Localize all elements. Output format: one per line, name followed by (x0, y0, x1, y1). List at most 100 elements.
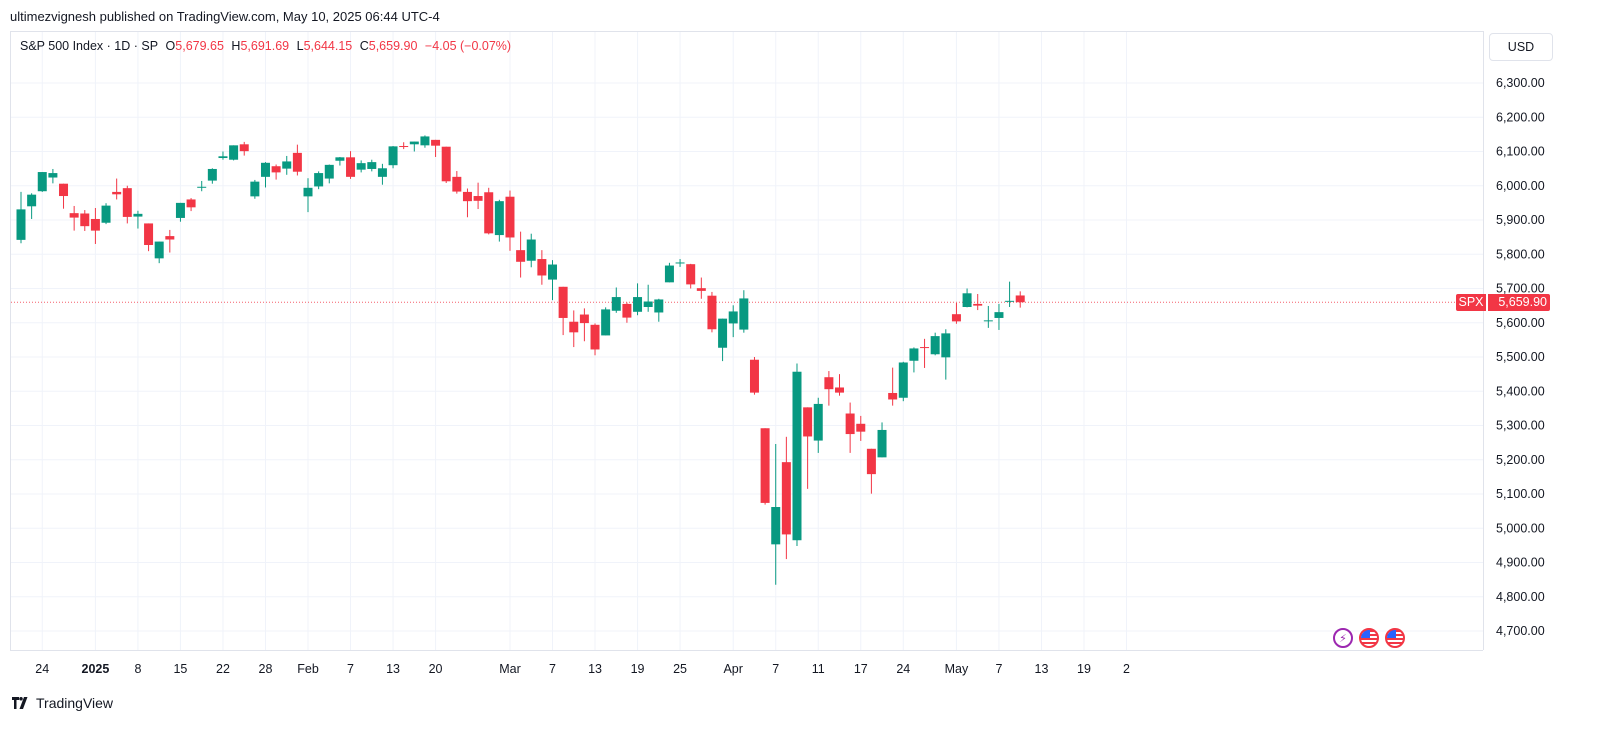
candle-body (983, 320, 993, 322)
candle-body (739, 298, 749, 330)
candle-body (431, 139, 441, 146)
candle-body (218, 156, 228, 159)
candle-body (845, 413, 855, 435)
footer-brand: TradingView (12, 695, 113, 711)
symbol-price-tag: SPX (1456, 293, 1486, 311)
split-icon[interactable]: ⚡ (1333, 628, 1353, 648)
candle-body (771, 507, 781, 545)
time-tick-label: Apr (723, 662, 742, 676)
candle-body (69, 213, 79, 218)
candle-body (643, 301, 653, 307)
time-tick-label: 7 (549, 662, 556, 676)
candle-body (579, 314, 589, 324)
candle-body (866, 448, 876, 475)
candle-body (951, 314, 961, 322)
time-tick-label: 28 (259, 662, 273, 676)
price-tick-label: 5,500.00 (1496, 350, 1545, 364)
candle-body (962, 293, 972, 307)
candle-body (271, 166, 281, 173)
currency-button[interactable]: USD (1489, 33, 1553, 61)
time-tick-label: Feb (297, 662, 319, 676)
candle-body (239, 144, 249, 152)
candle-body (101, 205, 111, 223)
price-tick-label: 6,100.00 (1496, 145, 1545, 159)
candle-body (781, 462, 791, 535)
candle-body (792, 371, 802, 541)
price-axis[interactable] (1483, 31, 1600, 650)
chart-pane[interactable] (10, 31, 1483, 650)
time-tick-label: 13 (386, 662, 400, 676)
time-tick-label: 22 (216, 662, 230, 676)
candle-body (48, 173, 58, 178)
time-axis[interactable] (10, 650, 1483, 686)
candle-body (250, 181, 260, 197)
time-tick-label: May (945, 662, 969, 676)
price-tick-label: 5,800.00 (1496, 247, 1545, 261)
candle-body (324, 164, 334, 179)
time-tick-label: 2 (1123, 662, 1130, 676)
candle-body (260, 162, 270, 177)
time-tick-label: 8 (134, 662, 141, 676)
candle-body (90, 218, 100, 231)
us-flag-icon[interactable] (1385, 628, 1405, 648)
change-value: −4.05 (−0.07%) (424, 39, 512, 53)
price-tick-label: 5,700.00 (1496, 282, 1545, 296)
close-label: C (359, 39, 369, 53)
candle-body (548, 264, 557, 280)
candle-body (537, 259, 547, 276)
high-value: 5,691.69 (240, 39, 290, 53)
candle-body (197, 186, 207, 188)
time-tick-label: 24 (35, 662, 49, 676)
low-label: L (296, 39, 304, 53)
price-tick-label: 5,300.00 (1496, 419, 1545, 433)
time-tick-label: 2025 (82, 662, 110, 676)
price-tick-label: 5,100.00 (1496, 487, 1545, 501)
candle-body (27, 194, 37, 207)
candle-body (920, 347, 930, 349)
candle-body (367, 162, 377, 169)
open-label: O (165, 39, 176, 53)
price-tick-label: 6,200.00 (1496, 110, 1545, 124)
price-tick-label: 6,300.00 (1496, 76, 1545, 90)
candle-body (494, 201, 504, 236)
candle-body (749, 359, 759, 393)
candle-body (186, 199, 196, 208)
tradingview-logo-icon (12, 697, 28, 709)
candle-body (633, 297, 643, 312)
us-flag-icon[interactable] (1359, 628, 1379, 648)
candle-body (16, 209, 26, 240)
candle-body (760, 428, 770, 503)
high-label: H (231, 39, 241, 53)
price-tick-label: 4,800.00 (1496, 590, 1545, 604)
candle-body (282, 161, 292, 169)
price-tick-label: 5,000.00 (1496, 521, 1545, 535)
candle-body (835, 387, 845, 393)
candle-body (154, 241, 164, 259)
published-line: ultimezvignesh published on TradingView.… (10, 9, 440, 24)
price-tick-label: 5,900.00 (1496, 213, 1545, 227)
candle-body (505, 196, 515, 238)
open-value: 5,679.65 (175, 39, 224, 53)
candle-body (803, 407, 813, 437)
time-tick-label: 7 (772, 662, 779, 676)
candle-body (516, 250, 526, 262)
time-tick-label: 25 (673, 662, 687, 676)
candle-body (601, 309, 611, 336)
candle-body (569, 321, 579, 333)
candle-body (898, 362, 908, 398)
candle-body (888, 392, 898, 400)
candle-body (175, 202, 185, 218)
time-tick-label: 24 (896, 662, 910, 676)
candle-body (675, 262, 685, 264)
candle-body (409, 141, 419, 145)
candle-body (994, 312, 1004, 318)
time-tick-label: 19 (1077, 662, 1091, 676)
candle-body (335, 157, 345, 161)
candle-body (526, 239, 536, 261)
candle-body (622, 303, 632, 318)
symbol-title[interactable]: S&P 500 Index · 1D · SP (20, 39, 159, 53)
candle-body (1015, 295, 1025, 303)
candle-body (314, 173, 324, 187)
time-tick-label: Mar (499, 662, 521, 676)
